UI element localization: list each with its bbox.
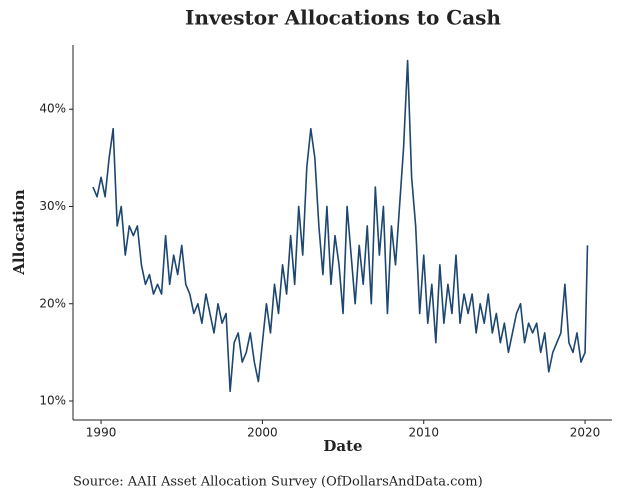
x-tick-label: 2010 (408, 426, 439, 440)
y-tick-label: 40% (39, 102, 66, 116)
y-tick-label: 30% (39, 199, 66, 213)
data-line (92, 59, 589, 393)
y-tick-label: 20% (39, 296, 66, 310)
x-tick-label: 2000 (247, 426, 278, 440)
chart-title: Investor Allocations to Cash (185, 6, 501, 30)
y-tick-label: 10% (39, 394, 66, 408)
x-axis-label: Date (323, 437, 362, 455)
caption: Source: AAII Asset Allocation Survey (Of… (73, 475, 483, 490)
y-axis-label: Allocation (10, 189, 28, 276)
x-tick-label: 1990 (86, 426, 117, 440)
x-tick-label: 2020 (570, 426, 601, 440)
